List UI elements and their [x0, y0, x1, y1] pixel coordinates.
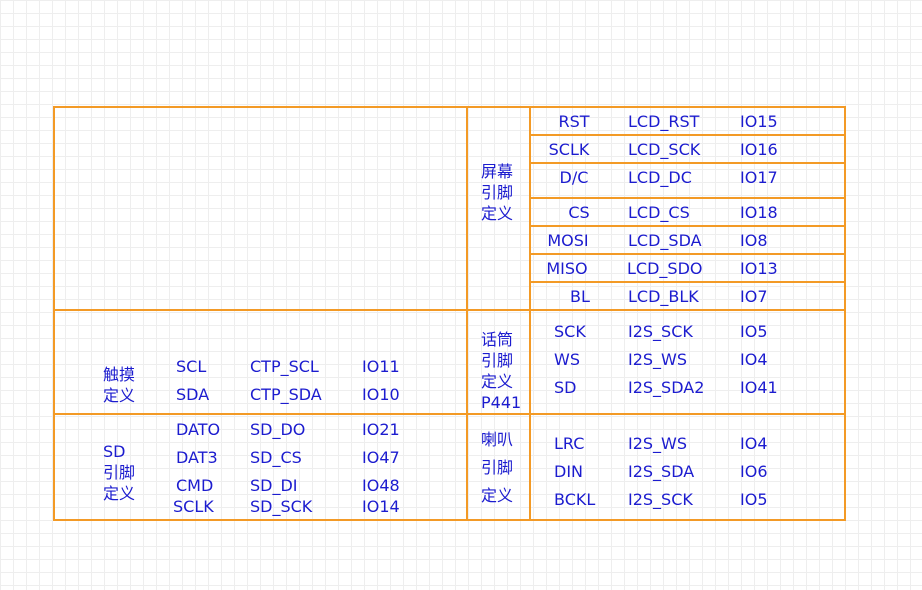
sd-pin-name: CMD: [176, 476, 214, 495]
screen-section-label: 屏幕 引脚 定义: [481, 162, 514, 223]
sd-pin-signal: SD_SCK: [250, 497, 313, 516]
screen-pin-name: SCLK: [548, 140, 590, 159]
table-divider: [529, 253, 846, 255]
mic-pin-name: SCK: [554, 322, 586, 341]
table-border: [844, 106, 846, 521]
screen-pin-gpio: IO15: [740, 112, 778, 131]
table-border: [53, 519, 846, 521]
screen-pin-name: MOSI: [547, 231, 589, 250]
mic-pin-gpio: IO4: [740, 350, 768, 369]
touch-pin-signal: CTP_SDA: [250, 385, 322, 404]
screen-pin-gpio: IO16: [740, 140, 778, 159]
screen-pin-signal: LCD_SDO: [627, 259, 703, 278]
table-divider: [529, 225, 846, 227]
mic-pin-gpio: IO41: [740, 378, 778, 397]
speaker-pin-gpio: IO6: [740, 462, 768, 481]
table-divider: [466, 106, 468, 521]
screen-pin-gpio: IO13: [740, 259, 778, 278]
speaker-section-label: 喇叭 引脚 定义: [481, 430, 514, 505]
touch-pin-signal: CTP_SCL: [250, 357, 319, 376]
mic-pin-name: WS: [554, 350, 580, 369]
sd-pin-name: SCLK: [173, 497, 214, 516]
mic-pin-signal: I2S_SCK: [628, 322, 693, 341]
screen-pin-signal: LCD_DC: [628, 168, 692, 187]
table-divider: [529, 281, 846, 283]
sd-pin-gpio: IO14: [362, 497, 400, 516]
speaker-pin-gpio: IO5: [740, 490, 768, 509]
screen-pin-name: BL: [570, 287, 590, 306]
table-divider: [53, 413, 846, 415]
speaker-pin-gpio: IO4: [740, 434, 768, 453]
touch-pin-name: SCL: [176, 357, 207, 376]
mic-section-label: 话筒 引脚 定义 P441: [481, 330, 522, 412]
table-border: [53, 106, 846, 108]
table-divider: [53, 309, 846, 311]
screen-pin-signal: LCD_BLK: [628, 287, 699, 306]
speaker-pin-name: LRC: [554, 434, 585, 453]
speaker-pin-signal: I2S_SDA: [628, 462, 695, 481]
sd-pin-gpio: IO21: [362, 420, 400, 439]
table-divider: [529, 134, 846, 136]
table-divider: [529, 162, 846, 164]
touch-pin-gpio: IO11: [362, 357, 400, 376]
speaker-pin-signal: I2S_WS: [628, 434, 688, 453]
touch-section-label: 触摸 定义: [103, 365, 136, 405]
sd-pin-signal: SD_CS: [250, 448, 302, 467]
sd-pin-gpio: IO48: [362, 476, 400, 495]
mic-pin-gpio: IO5: [740, 322, 768, 341]
screen-pin-name: D/C: [559, 168, 589, 187]
speaker-pin-name: DIN: [554, 462, 584, 481]
sd-pin-signal: SD_DO: [250, 420, 306, 439]
screen-pin-gpio: IO8: [740, 231, 768, 250]
screen-pin-name: RST: [558, 112, 590, 131]
touch-pin-gpio: IO10: [362, 385, 400, 404]
screen-pin-signal: LCD_RST: [628, 112, 700, 131]
mic-pin-name: SD: [554, 378, 577, 397]
sd-pin-gpio: IO47: [362, 448, 400, 467]
speaker-pin-signal: I2S_SCK: [628, 490, 693, 509]
screen-pin-signal: LCD_SCK: [628, 140, 701, 159]
sd-section-label: SD 引脚 定义: [103, 442, 136, 503]
screen-pin-gpio: IO7: [740, 287, 768, 306]
speaker-pin-name: BCKL: [554, 490, 596, 509]
screen-pin-gpio: IO17: [740, 168, 778, 187]
screen-pin-name: CS: [568, 203, 590, 222]
mic-pin-signal: I2S_SDA2: [628, 378, 705, 397]
table-border: [53, 106, 55, 521]
screen-pin-name: MISO: [546, 259, 588, 278]
sd-pin-name: DATO: [176, 420, 221, 439]
mic-pin-signal: I2S_WS: [628, 350, 688, 369]
sd-pin-name: DAT3: [176, 448, 218, 467]
screen-pin-gpio: IO18: [740, 203, 778, 222]
table-divider: [529, 197, 846, 199]
touch-pin-name: SDA: [176, 385, 210, 404]
table-divider: [529, 106, 531, 521]
sd-pin-signal: SD_DI: [250, 476, 298, 495]
screen-pin-signal: LCD_CS: [628, 203, 690, 222]
screen-pin-signal: LCD_SDA: [628, 231, 702, 250]
